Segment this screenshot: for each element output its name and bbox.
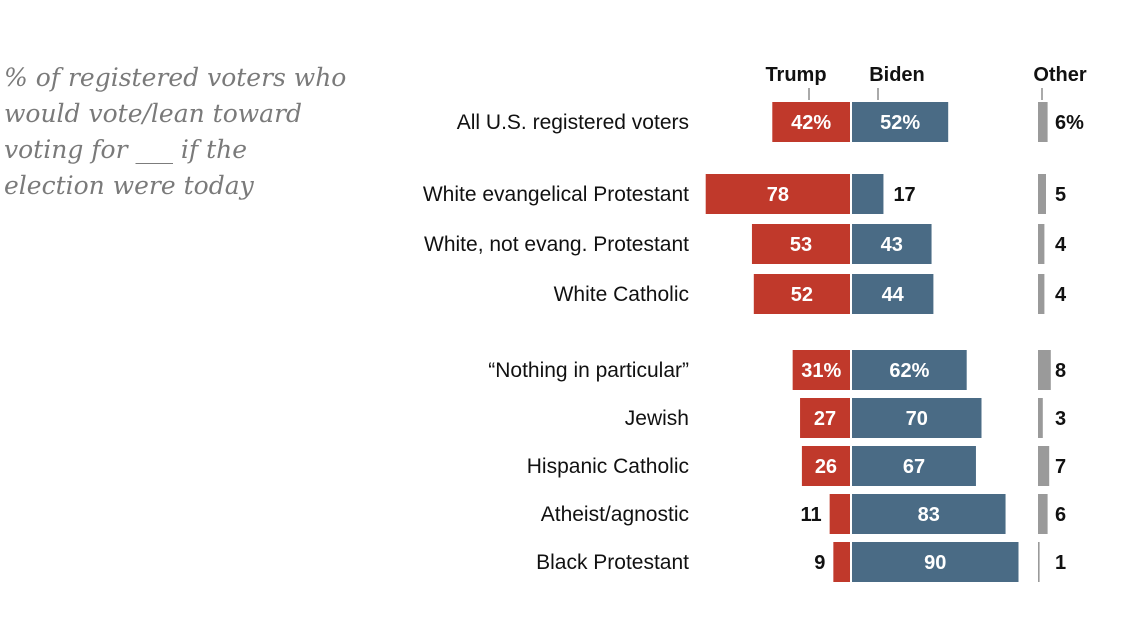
bar-other: [1038, 446, 1050, 486]
label-other: 6%: [1055, 112, 1084, 134]
subtitle-line-2: would vote/lean toward: [4, 99, 303, 128]
bar-other: [1038, 174, 1046, 214]
bar-biden: [852, 398, 982, 438]
label-trump: 11: [800, 504, 821, 526]
bar-other: [1038, 398, 1043, 438]
bar-trump: [792, 350, 850, 390]
subtitle-line-4: election were today: [4, 171, 254, 200]
bar-biden: [852, 274, 934, 314]
bar-biden: [852, 174, 884, 214]
header-other: Other: [1033, 64, 1087, 86]
label-trump: 27: [814, 408, 836, 430]
label-other: 4: [1055, 234, 1067, 256]
bar-trump: [801, 446, 850, 486]
bar-other: [1038, 542, 1040, 582]
bar-trump: [705, 174, 850, 214]
label-trump: 26: [815, 456, 837, 478]
label-other: 1: [1055, 552, 1066, 574]
label-biden: 67: [903, 456, 925, 478]
category-label: White Catholic: [554, 283, 689, 306]
label-other: 8: [1055, 360, 1066, 382]
label-other: 3: [1055, 408, 1066, 430]
header-biden: Biden: [869, 64, 925, 86]
category-label: White, not evang. Protestant: [424, 233, 689, 256]
bar-other: [1038, 494, 1048, 534]
label-biden: 43: [881, 234, 903, 256]
bar-trump: [751, 224, 850, 264]
category-label: White evangelical Protestant: [423, 183, 689, 206]
label-biden: 90: [924, 552, 946, 574]
bar-biden: [852, 494, 1006, 534]
label-biden: 70: [906, 408, 928, 430]
bar-trump: [800, 398, 850, 438]
bar-biden: [852, 350, 967, 390]
bar-other: [1038, 274, 1045, 314]
category-label: Jewish: [625, 407, 689, 430]
label-trump: 9: [814, 552, 825, 574]
label-trump: 53: [790, 234, 812, 256]
label-biden: 44: [882, 284, 905, 306]
bar-other: [1038, 350, 1051, 390]
label-biden: 62%: [889, 360, 929, 382]
bar-other: [1038, 224, 1045, 264]
bar-trump: [753, 274, 850, 314]
label-trump: 42%: [791, 112, 831, 134]
category-label: Hispanic Catholic: [527, 455, 689, 478]
bar-trump: [829, 494, 850, 534]
bar-other: [1038, 102, 1048, 142]
bar-trump: [833, 542, 850, 582]
category-label: “Nothing in particular”: [488, 359, 689, 382]
label-other: 6: [1055, 504, 1066, 526]
chart-subtitle: % of registered voters who would vote/le…: [4, 60, 364, 204]
label-biden: 83: [918, 504, 940, 526]
bar-trump: [772, 102, 850, 142]
label-other: 7: [1055, 456, 1066, 478]
label-biden: 52%: [880, 112, 920, 134]
subtitle-line-3: voting for ___ if the: [4, 135, 248, 164]
label-other: 4: [1055, 284, 1067, 306]
bar-biden: [852, 446, 976, 486]
category-label: All U.S. registered voters: [457, 111, 689, 134]
label-trump: 31%: [801, 360, 841, 382]
category-label: Black Protestant: [536, 551, 689, 574]
label-trump: 52: [791, 284, 813, 306]
bar-biden: [852, 102, 949, 142]
label-biden: 17: [893, 184, 915, 206]
header-trump: Trump: [765, 64, 826, 86]
bar-biden: [852, 542, 1019, 582]
category-label: Atheist/agnostic: [541, 503, 689, 526]
bar-biden: [852, 224, 932, 264]
label-trump: 78: [767, 184, 789, 206]
subtitle-line-1: % of registered voters who: [4, 63, 347, 92]
label-other: 5: [1055, 184, 1066, 206]
